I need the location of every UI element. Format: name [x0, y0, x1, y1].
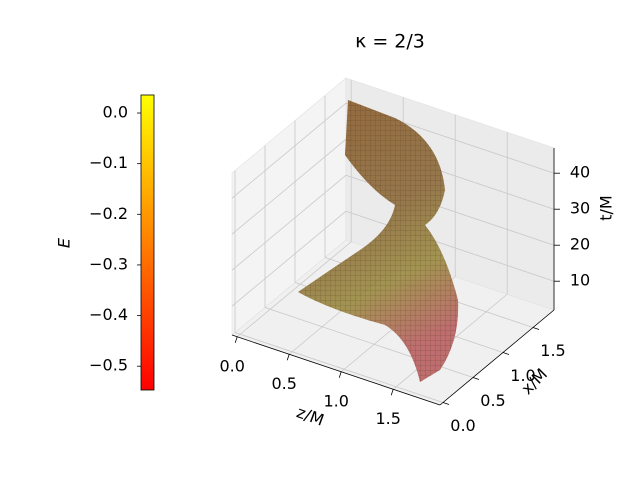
colorbar-tick-label: 0.0	[103, 103, 128, 122]
z-axis-label: t/M	[597, 195, 616, 220]
y-tick-label: 0.5	[480, 391, 505, 410]
z-tick-label: 20	[570, 235, 590, 254]
x-tick	[338, 371, 342, 378]
colorbar-label: E	[55, 237, 74, 248]
grid-line	[234, 332, 444, 403]
y-tick-label: 0.0	[450, 416, 475, 435]
colorbar-tick-label: −0.2	[89, 204, 128, 223]
colorbar-tick-label: −0.5	[89, 356, 128, 375]
x-tick	[234, 336, 238, 343]
colorbar-tick-label: −0.3	[89, 254, 128, 273]
grid-line	[345, 210, 555, 282]
y-tick	[472, 377, 480, 380]
y-tick-label: 1.5	[540, 341, 565, 360]
grid-line	[231, 102, 347, 199]
y-tick-label: 1.0	[510, 366, 535, 385]
colorbar	[140, 94, 155, 391]
colorbar-tick-label: −0.4	[89, 305, 128, 324]
chart-title: κ = 2/3	[355, 31, 425, 53]
x-tick-label: 1.5	[375, 409, 400, 428]
grid-line	[236, 241, 352, 338]
x-axis-line	[231, 334, 441, 406]
x-tick-label: 0.0	[219, 356, 244, 375]
x-tick-label: 0.5	[271, 374, 296, 393]
y-tick	[442, 402, 450, 405]
grid-line	[231, 174, 347, 271]
z-tick-label: 40	[570, 163, 590, 182]
x-tick	[390, 389, 394, 396]
x-tick-label: 1.0	[323, 391, 348, 410]
y-tick	[532, 327, 540, 330]
colorbar-tick-label: −0.1	[89, 153, 128, 172]
surface	[298, 100, 459, 382]
z-tick-label: 10	[570, 271, 590, 290]
y-tick	[502, 352, 510, 355]
x-tick	[286, 354, 290, 361]
z-tick-label: 30	[570, 199, 590, 218]
x-axis-label: z/M	[294, 402, 326, 429]
y-axis-line	[439, 309, 555, 406]
grid-line	[231, 210, 347, 307]
grid-line	[231, 138, 347, 235]
